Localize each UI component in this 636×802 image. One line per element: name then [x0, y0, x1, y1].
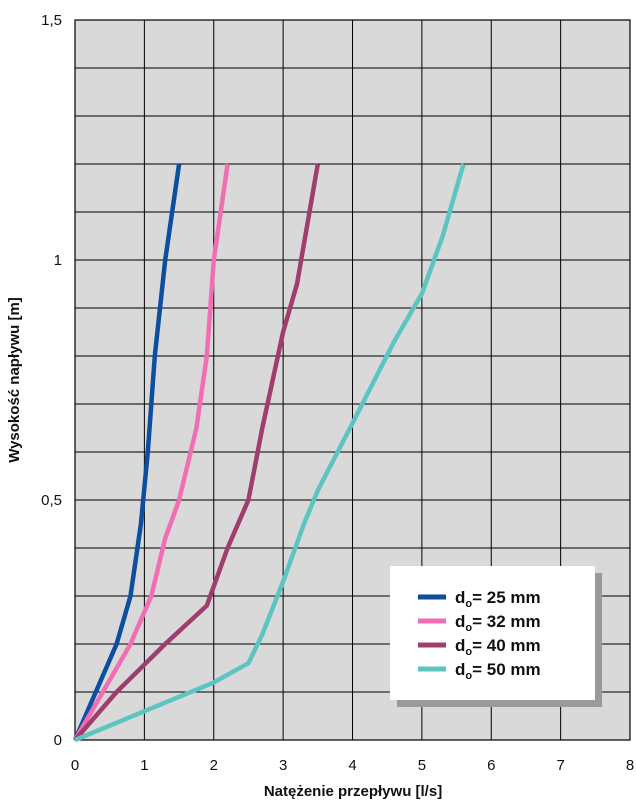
legend-label-3: do= 40 mm	[455, 636, 541, 658]
y-tick-label: 0	[54, 732, 62, 749]
legend-label-4: do= 50 mm	[455, 660, 541, 682]
x-axis-ticks: 0 1 2 3 4 5 6 7 8	[71, 757, 634, 774]
x-tick-label: 1	[140, 757, 148, 774]
x-tick-label: 2	[210, 757, 218, 774]
x-tick-label: 3	[279, 757, 287, 774]
legend-label-2: do= 32 mm	[455, 612, 541, 634]
y-axis-ticks: 0 0,5 1 1,5	[41, 12, 62, 749]
x-tick-label: 4	[348, 757, 356, 774]
plot-border	[74, 19, 631, 741]
x-tick-label: 7	[556, 757, 564, 774]
y-axis-title: Wysokość napływu [m]	[6, 297, 23, 463]
y-tick-label: 1,5	[41, 12, 62, 29]
series-line-2	[73, 163, 230, 742]
legend-box	[390, 566, 595, 700]
series-line-3	[73, 163, 321, 742]
series-line-1	[72, 163, 182, 741]
series-line-4	[74, 163, 466, 743]
x-axis-title: Natężenie przepływu [l/s]	[264, 783, 442, 800]
x-tick-label: 5	[418, 757, 426, 774]
x-tick-label: 8	[626, 757, 634, 774]
y-tick-label: 1	[54, 252, 62, 269]
x-tick-label: 6	[487, 757, 495, 774]
y-tick-label: 0,5	[41, 492, 62, 509]
series-lines	[72, 163, 466, 743]
legend-label-1: do= 25 mm	[455, 588, 541, 610]
x-tick-label: 0	[71, 757, 79, 774]
